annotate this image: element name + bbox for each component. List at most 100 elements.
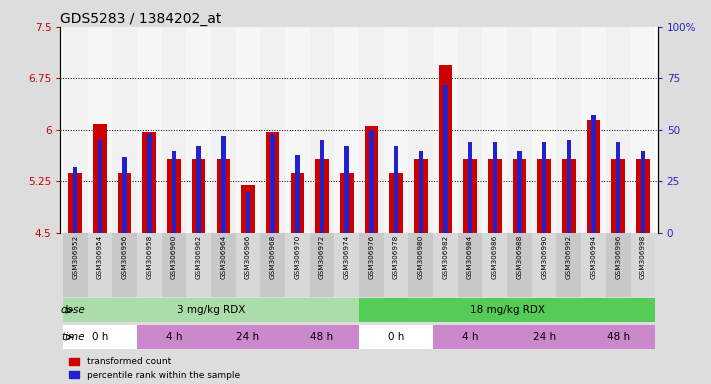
Bar [221,136,225,233]
Text: GSM306952: GSM306952 [73,235,78,279]
Text: 18 mg/kg RDX: 18 mg/kg RDX [470,305,545,315]
Text: GSM306980: GSM306980 [418,235,424,279]
Bar [241,185,255,233]
Bar [161,233,186,297]
Text: dose: dose [61,305,86,315]
Bar [557,27,581,233]
Bar [87,27,112,233]
Bar [359,27,384,233]
Bar [192,159,205,233]
Bar [186,233,211,297]
Text: GSM306970: GSM306970 [294,235,300,279]
Bar [567,140,571,233]
Text: GSM306974: GSM306974 [343,235,350,279]
Text: GSM306968: GSM306968 [269,235,276,279]
Bar [507,325,581,349]
Bar [581,325,656,349]
Text: 24 h: 24 h [237,332,260,342]
Bar [433,27,458,233]
Bar [63,233,87,297]
Bar [641,151,645,233]
Bar [63,325,137,349]
Bar [63,298,359,323]
Bar [235,27,260,233]
Text: GSM306990: GSM306990 [541,235,547,279]
Bar [483,27,507,233]
Bar [538,159,551,233]
Text: GSM306992: GSM306992 [566,235,572,279]
Bar [359,233,384,297]
Bar [147,134,151,233]
Bar [616,142,621,233]
Text: 3 mg/kg RDX: 3 mg/kg RDX [177,305,245,315]
Legend: transformed count, percentile rank within the sample: transformed count, percentile rank withi… [65,354,243,384]
Bar [172,151,176,233]
Text: GSM306962: GSM306962 [196,235,202,279]
Bar [542,142,546,233]
Bar [73,167,77,233]
Bar [167,159,181,233]
Bar [408,27,433,233]
Bar [270,134,275,233]
Text: GSM306982: GSM306982 [442,235,449,279]
Bar [345,146,349,233]
Bar [433,325,507,349]
Text: GSM306984: GSM306984 [467,235,473,279]
Text: GSM306966: GSM306966 [245,235,251,279]
Bar [592,116,596,233]
Bar [631,233,656,297]
Text: GSM306998: GSM306998 [640,235,646,279]
Text: 4 h: 4 h [462,332,479,342]
Text: 24 h: 24 h [533,332,556,342]
Bar [334,27,359,233]
Bar [507,233,532,297]
Bar [458,27,483,233]
Bar [260,233,285,297]
Bar [320,140,324,233]
Bar [458,233,483,297]
Bar [112,233,137,297]
Bar [433,233,458,297]
Text: GSM306958: GSM306958 [146,235,152,279]
Text: GSM306986: GSM306986 [492,235,498,279]
Bar [137,233,161,297]
Bar [390,172,403,233]
Text: GSM306972: GSM306972 [319,235,325,279]
Text: GSM306994: GSM306994 [591,235,597,279]
Bar [606,27,631,233]
Bar [359,325,433,349]
Text: GSM306956: GSM306956 [122,235,127,279]
Bar [581,233,606,297]
Bar [235,233,260,297]
Bar [97,140,102,233]
Bar [161,27,186,233]
Bar [246,192,250,233]
Text: 0 h: 0 h [92,332,108,342]
Text: GSM306978: GSM306978 [393,235,399,279]
Text: GSM306988: GSM306988 [516,235,523,279]
Bar [211,27,235,233]
Bar [587,120,600,233]
Bar [112,27,137,233]
Bar [468,142,472,233]
Bar [493,142,497,233]
Bar [581,27,606,233]
Bar [513,159,526,233]
Bar [488,159,501,233]
Bar [365,126,378,233]
Bar [285,325,359,349]
Bar [562,159,576,233]
Bar [532,27,557,233]
Bar [211,233,235,297]
Bar [260,27,285,233]
Bar [606,233,631,297]
Bar [63,27,87,233]
Bar [118,172,132,233]
Bar [611,159,625,233]
Text: 48 h: 48 h [606,332,630,342]
Bar [394,146,398,233]
Bar [211,325,285,349]
Text: GSM306954: GSM306954 [97,235,103,279]
Bar [137,27,161,233]
Bar [334,233,359,297]
